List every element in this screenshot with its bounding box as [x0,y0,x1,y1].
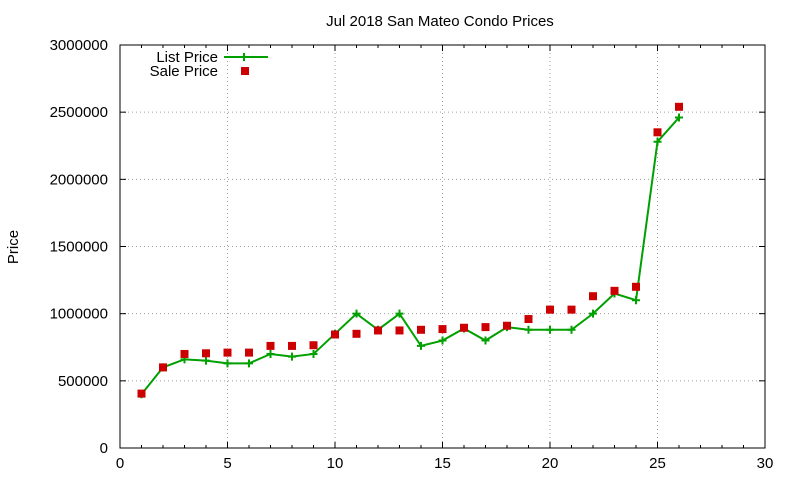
x-tick-label: 25 [649,455,666,472]
x-tick-label: 30 [757,455,774,472]
sale-price-point [438,325,447,334]
list-price-point [632,296,640,305]
list-price-point [395,309,404,318]
y-axis: 0 500000 1000000 1500000 2000000 2500000 30000… [50,37,765,457]
y-tick-label: 0 [100,440,108,457]
list-price-point [675,113,683,122]
x-tick-label: 0 [116,455,124,472]
list-price-point [309,349,318,358]
sale-price-point [653,128,662,137]
sale-price-point [460,323,468,332]
list-price-point [245,359,253,368]
list-price-point [438,336,447,345]
list-price-point [524,325,533,334]
list-price-point [653,137,662,146]
sale-price-point [481,323,490,332]
sale-price-point [567,305,576,314]
x-tick-label: 15 [434,455,451,472]
sale-price-point [202,349,210,358]
list-price-point [589,309,597,318]
sale-price-point [180,349,189,358]
sale-price-point [524,315,533,324]
y-tick-label: 2000000 [50,171,108,188]
y-tick-label: 500000 [58,373,108,390]
sale-price-point [245,348,253,357]
list-price-line [140,116,680,395]
y-tick-label: 1500000 [50,239,108,256]
list-price-point [266,349,275,358]
sale-price-point [223,348,232,357]
y-axis-label: Price [5,230,22,264]
sale-price-point [137,389,146,398]
sale-price-point [266,341,275,350]
sale-price-point [374,326,382,335]
legend-marker-sale-price [241,67,249,75]
legend-label-sale-price: Sale Price [150,63,218,80]
list-price-point [417,341,425,350]
x-tick-label: 10 [327,455,344,472]
sale-price-point [352,329,361,338]
list-price-point [202,356,210,365]
grid [120,45,765,448]
list-price-point [223,359,232,368]
legend: List Price Sale Price [150,49,268,80]
y-tick-label: 2500000 [50,104,108,121]
legend-label-list-price: List Price [156,49,218,66]
list-price-point [288,352,296,361]
sale-price-point [610,286,619,295]
x-tick-label: 20 [542,455,559,472]
sale-price-point [546,305,554,314]
x-tick-label: 5 [223,455,231,472]
y-tick-label: 1000000 [50,306,108,323]
y-tick-label: 3000000 [50,37,108,54]
sale-price-point [632,282,640,291]
x-axis: 0 5 10 15 20 25 30 [116,45,774,472]
legend-marker-list-price [240,53,248,61]
series-list-price [137,113,683,399]
sale-price-point [395,326,404,335]
list-price-point [546,325,554,334]
list-price-point [352,309,361,318]
sale-price-point [159,363,167,372]
sale-price-point [417,325,425,334]
series-sale-price [137,102,683,398]
list-price-point [567,325,576,334]
sale-price-point [309,341,318,350]
sale-price-point [589,292,597,301]
chart-title: Jul 2018 San Mateo Condo Prices [326,13,554,30]
sale-price-point [675,102,683,111]
sale-price-point [503,321,511,330]
sale-price-point [288,341,296,350]
sale-price-point [331,330,339,339]
list-price-point [481,336,490,345]
